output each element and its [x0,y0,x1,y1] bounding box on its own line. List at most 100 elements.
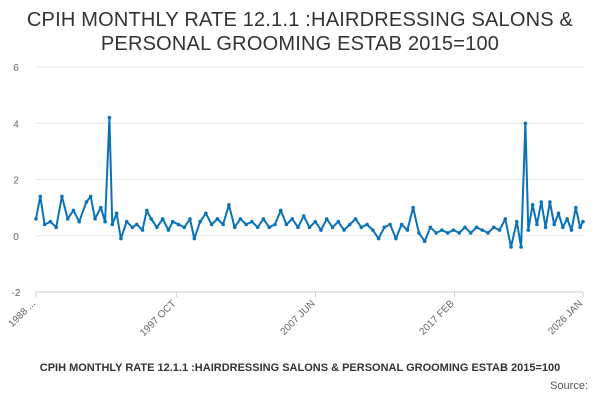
data-point [71,208,76,213]
data-point [581,219,585,224]
data-point [486,231,490,235]
source-label: Source: [550,380,588,392]
data-point [535,222,539,227]
data-point [145,208,149,213]
data-point [93,217,97,221]
data-point [77,219,81,224]
x-tick-label: 1988 ... [7,298,38,329]
data-point [155,225,159,230]
x-tick-label: 2026 JAN [546,298,585,337]
data-point [394,236,398,241]
x-tick-label: 2017 FEB [417,298,456,337]
data-point [365,222,369,227]
data-point [244,222,248,227]
data-point [65,217,70,221]
data-point [296,225,300,230]
data-point [307,225,312,230]
data-point [140,228,145,232]
data-point [530,203,535,207]
data-point [451,228,456,232]
data-point [336,219,341,224]
data-point [324,217,329,221]
data-point [434,231,438,235]
data-point [552,222,557,227]
data-point [60,194,64,199]
data-point [556,211,561,216]
data-point [290,217,295,221]
data-point [255,225,260,230]
data-point [319,228,323,232]
y-tick-label: 0 [13,232,19,243]
chart-caption: CPIH MONTHLY RATE 12.1.1 :HAIRDRESSING S… [39,362,561,374]
data-point [509,245,513,249]
data-point [84,200,89,204]
data-point [348,222,352,227]
y-tick-label: 4 [13,119,19,130]
data-point [468,231,473,235]
data-point [491,225,496,230]
data-point [278,208,283,213]
data-point [376,236,381,241]
data-point [474,225,479,230]
data-point [250,219,254,224]
data-point [359,225,364,230]
data-point [88,194,93,199]
data-point [382,225,387,230]
x-tick-label: 1997 OCT [138,298,178,338]
x-tick-label: 2007 JUN [278,298,317,337]
data-point [548,200,552,204]
data-point [170,219,175,224]
data-point [543,225,548,230]
data-point [422,239,427,244]
data-point [166,228,171,232]
data-point [497,228,502,232]
data-point [227,203,231,207]
data-point [114,211,119,216]
data-point [284,222,289,227]
data-point [523,121,528,126]
data-point [209,222,214,227]
data-point [428,225,433,230]
data-point [34,217,38,221]
data-point [232,225,237,230]
chart-title-line-2: PERSONAL GROOMING ESTAB 2015=100 [100,33,500,55]
data-point [440,228,444,232]
chart-title: CPIH MONTHLY RATE 12.1.1 :HAIRDRESSING S… [0,8,600,56]
data-point [176,222,181,227]
data-point [411,205,415,210]
data-point [574,205,578,210]
data-point [38,194,43,199]
data-point [198,219,202,224]
data-point [110,222,115,227]
data-point [539,200,544,204]
y-tick-label: 6 [13,63,19,74]
data-point [119,236,123,241]
data-point [192,236,197,241]
data-point [182,225,187,230]
data-point [565,217,569,221]
data-point [313,219,318,224]
data-point [134,222,139,227]
data-point [353,217,358,221]
data-point [399,222,404,227]
data-point [107,115,112,120]
data-point [417,231,421,235]
data-point [405,228,410,232]
data-point [578,225,582,230]
data-point [445,231,450,235]
data-point [261,217,266,221]
data-point [238,217,243,221]
data-point [463,225,467,230]
series-line [35,116,584,248]
data-point [149,217,153,221]
data-point [98,205,103,210]
data-point [561,225,565,230]
data-point [267,225,271,230]
data-point [526,228,531,232]
data-point [514,219,519,224]
data-point [221,222,225,227]
data-point [204,211,208,216]
data-point [48,219,53,224]
data-point [388,222,392,227]
